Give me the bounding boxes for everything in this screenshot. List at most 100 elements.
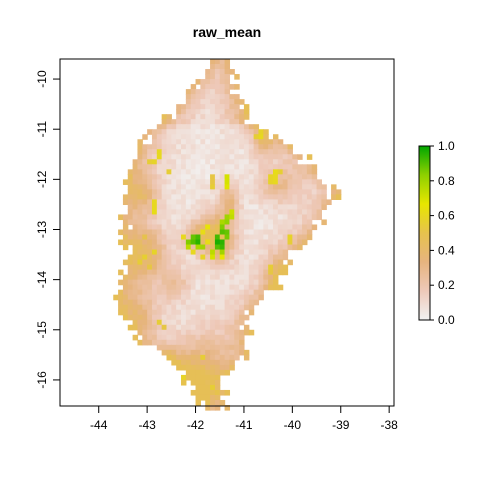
raster-cell	[137, 274, 143, 281]
raster-cell	[137, 224, 143, 231]
raster-cell	[219, 69, 226, 75]
raster-cell	[200, 79, 206, 85]
raster-cell	[205, 224, 211, 231]
raster-cell	[258, 184, 264, 190]
raster-cell	[132, 289, 139, 296]
raster-cell	[234, 204, 240, 211]
raster-cell	[176, 239, 182, 246]
raster-cell	[243, 254, 250, 261]
raster-cell	[137, 249, 143, 256]
raster-cell	[287, 159, 293, 165]
raster-cell	[210, 214, 216, 221]
raster-cell	[243, 124, 250, 130]
raster-cell	[200, 334, 206, 341]
raster-cell	[176, 139, 182, 145]
raster-cell	[195, 129, 201, 135]
raster-cell	[229, 119, 235, 125]
raster-cell	[272, 204, 279, 211]
raster-cell	[185, 274, 192, 281]
raster-cell	[185, 329, 192, 336]
raster-cell	[239, 114, 245, 120]
raster-cell	[181, 234, 187, 241]
raster-cell	[205, 319, 211, 326]
raster-cell	[190, 304, 197, 311]
raster-cell	[234, 189, 240, 195]
raster-cell	[263, 189, 269, 195]
raster-cell	[127, 199, 134, 206]
raster-cell	[147, 184, 153, 190]
colorbar-tick-label: 1.0	[438, 139, 455, 153]
raster-cell	[219, 324, 226, 331]
raster-cell	[210, 364, 216, 371]
raster-cell	[190, 354, 197, 361]
raster-cell	[195, 354, 201, 361]
raster-cell	[214, 304, 221, 311]
raster-cell	[311, 194, 318, 200]
raster-cell	[243, 279, 250, 286]
raster-cell	[166, 254, 172, 261]
raster-cell	[219, 329, 226, 336]
raster-cell	[277, 164, 284, 170]
raster-cell	[156, 189, 163, 195]
raster-cell	[239, 209, 245, 216]
raster-cell	[185, 229, 192, 236]
raster-cell	[214, 359, 221, 366]
x-tick-label: -43	[138, 418, 156, 432]
raster-cell	[137, 214, 143, 221]
raster-cell	[147, 239, 153, 246]
x-tick-label: -40	[284, 418, 302, 432]
raster-cell	[277, 249, 284, 256]
raster-cell	[248, 304, 255, 311]
raster-cell	[214, 109, 221, 115]
raster-cell	[302, 169, 308, 175]
raster-cell	[210, 154, 216, 160]
raster-cell	[210, 319, 216, 326]
raster-cell	[210, 129, 216, 135]
raster-cell	[272, 224, 279, 231]
raster-cell	[210, 159, 216, 165]
raster-cell	[176, 364, 182, 371]
raster-cell	[181, 104, 187, 110]
raster-cell	[214, 289, 221, 296]
raster-cell	[166, 324, 172, 331]
raster-cell	[156, 319, 163, 326]
raster-cell	[195, 94, 201, 100]
raster-cell	[200, 129, 206, 135]
raster-cell	[127, 309, 134, 316]
raster-cell	[306, 169, 313, 175]
raster-cell	[142, 169, 148, 175]
raster-cell	[137, 179, 143, 185]
raster-cell	[272, 284, 279, 291]
raster-cell	[282, 154, 289, 160]
raster-cell	[176, 259, 182, 266]
raster-cell	[171, 244, 177, 251]
raster-cell	[185, 144, 192, 150]
raster-cell	[316, 179, 322, 185]
raster-cell	[229, 84, 235, 90]
raster-cell	[282, 234, 289, 241]
x-tick-label: -42	[187, 418, 205, 432]
raster-cell	[132, 319, 139, 326]
raster-cell	[118, 289, 124, 296]
raster-cell	[229, 314, 235, 321]
raster-cell	[190, 124, 197, 130]
raster-cell	[258, 244, 264, 251]
raster-cell	[229, 259, 235, 266]
raster-cell	[161, 259, 168, 266]
raster-cell	[142, 149, 148, 155]
raster-cell	[272, 244, 279, 251]
raster-cell	[185, 104, 192, 110]
raster-cell	[229, 139, 235, 145]
raster-cell	[229, 189, 235, 195]
raster-cell	[302, 179, 308, 185]
raster-cell	[185, 289, 192, 296]
raster-cell	[219, 124, 226, 130]
raster-cell	[142, 164, 148, 170]
raster-cell	[137, 149, 143, 155]
raster-cell	[151, 284, 158, 291]
raster-cell	[224, 389, 231, 396]
raster-cell	[171, 169, 177, 175]
raster-cell	[282, 214, 289, 221]
raster-cell	[287, 149, 293, 155]
raster-cell	[214, 384, 221, 391]
